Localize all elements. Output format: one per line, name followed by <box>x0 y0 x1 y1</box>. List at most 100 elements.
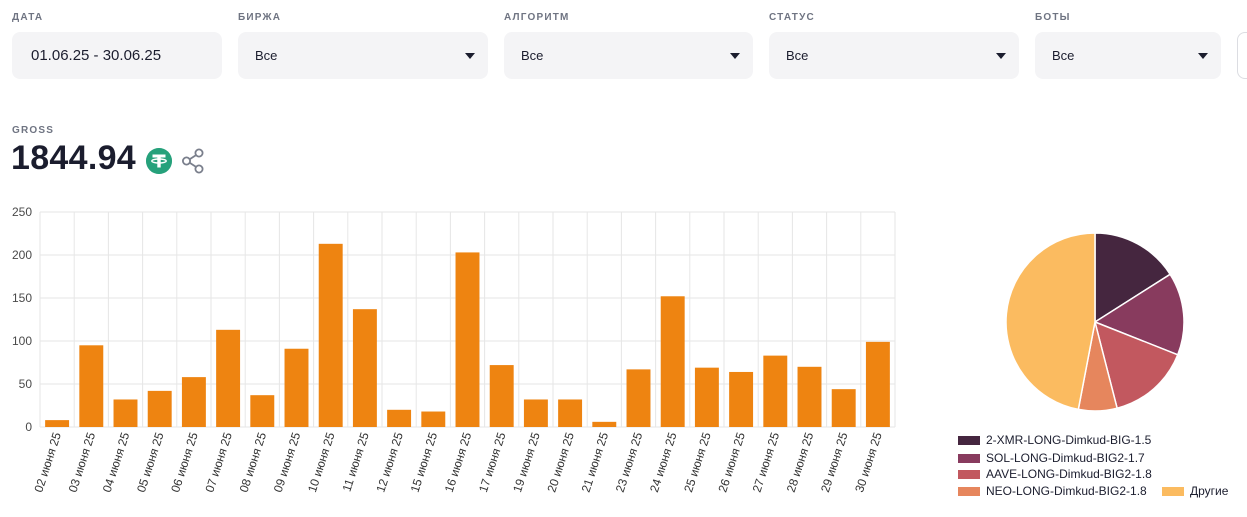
date-range-input[interactable]: 01.06.25 - 30.06.25 <box>12 32 222 79</box>
y-tick-label: 150 <box>12 291 32 305</box>
legend-label: 2-XMR-LONG-Dimkud-BIG-1.5 <box>986 433 1152 447</box>
bar[interactable] <box>694 367 719 427</box>
caret-down-icon <box>996 53 1006 59</box>
filter-bots-label: БОТЫ <box>1035 12 1071 23</box>
status-select-value: Все <box>786 48 809 63</box>
x-tick-label: 28 июня 25 <box>784 430 817 494</box>
x-tick-label: 04 июня 25 <box>100 430 133 494</box>
x-tick-label: 10 июня 25 <box>305 430 338 494</box>
pie-slice[interactable] <box>1094 232 1172 324</box>
gross-label: GROSS <box>12 125 55 136</box>
bar[interactable] <box>455 252 480 427</box>
extra-filter-box[interactable] <box>1237 32 1247 79</box>
legend-item[interactable]: Другие <box>1162 484 1228 498</box>
y-tick-label: 250 <box>12 205 32 219</box>
bar[interactable] <box>216 329 241 427</box>
legend-item[interactable]: SOL-LONG-Dimkud-BIG2-1.7 <box>958 451 1145 465</box>
bar[interactable] <box>865 341 890 427</box>
filter-exchange-label: БИРЖА <box>238 12 282 23</box>
algorithm-select[interactable]: Все <box>504 32 753 79</box>
exchange-select[interactable]: Все <box>238 32 488 79</box>
bot-share-pie-chart <box>1005 232 1185 412</box>
bar[interactable] <box>831 389 856 427</box>
x-tick-label: 08 июня 25 <box>237 430 270 494</box>
legend-swatch <box>958 469 980 479</box>
y-tick-label: 100 <box>12 334 32 348</box>
y-tick-label: 200 <box>12 248 32 262</box>
pie-slice[interactable] <box>1093 273 1185 356</box>
bar[interactable] <box>763 355 788 427</box>
x-tick-label: 25 июня 25 <box>681 430 714 494</box>
x-tick-label: 24 июня 25 <box>647 430 680 494</box>
x-tick-label: 23 июня 25 <box>613 430 646 494</box>
pie-slice[interactable] <box>1005 232 1096 411</box>
bar[interactable] <box>318 243 343 427</box>
bar[interactable] <box>45 420 70 427</box>
bar[interactable] <box>797 366 822 427</box>
legend-label: SOL-LONG-Dimkud-BIG2-1.7 <box>986 451 1145 465</box>
filter-status-label: СТАТУС <box>769 12 815 23</box>
legend-label: Другие <box>1190 484 1229 498</box>
bar[interactable] <box>421 411 446 427</box>
x-tick-label: 17 июня 25 <box>476 430 509 494</box>
pie-slice[interactable] <box>1093 320 1179 410</box>
caret-down-icon <box>1198 53 1208 59</box>
bar[interactable] <box>387 409 412 427</box>
bar[interactable] <box>147 390 172 427</box>
x-tick-label: 09 июня 25 <box>271 430 304 494</box>
legend-swatch <box>958 435 980 445</box>
x-tick-label: 03 июня 25 <box>66 430 99 494</box>
legend-item[interactable]: AAVE-LONG-Dimkud-BIG2-1.8 <box>958 467 1152 481</box>
exchange-select-value: Все <box>255 48 278 63</box>
gross-value: 1844.94 <box>11 139 137 177</box>
bar[interactable] <box>626 369 651 427</box>
x-tick-label: 21 июня 25 <box>579 430 612 494</box>
y-tick-label: 50 <box>19 377 33 391</box>
legend-label: AAVE-LONG-Dimkud-BIG2-1.8 <box>986 467 1152 481</box>
legend-item[interactable]: NEO-LONG-Dimkud-BIG2-1.8 <box>958 484 1147 498</box>
x-tick-label: 26 июня 25 <box>715 430 748 494</box>
x-tick-label: 15 июня 25 <box>408 430 441 494</box>
x-tick-label: 12 июня 25 <box>373 430 406 494</box>
daily-gross-bar-chart: 0 50 100 150 200 250 02 июня 25 03 июня 25 04 ию… <box>12 205 896 494</box>
bar[interactable] <box>592 421 617 427</box>
x-tick-label: 11 июня 25 <box>339 430 371 493</box>
bar[interactable] <box>523 399 548 427</box>
bar[interactable] <box>250 395 275 427</box>
bar[interactable] <box>284 348 309 427</box>
bar[interactable] <box>79 345 104 427</box>
algorithm-select-value: Все <box>521 48 544 63</box>
bots-select[interactable]: Все <box>1035 32 1221 79</box>
legend-label: NEO-LONG-Dimkud-BIG2-1.8 <box>986 484 1147 498</box>
legend-item[interactable]: 2-XMR-LONG-Dimkud-BIG-1.5 <box>958 433 1151 447</box>
x-tick-label: 30 июня 25 <box>852 430 885 494</box>
share-icon[interactable] <box>180 147 206 175</box>
filter-date-label: ДАТА <box>12 12 44 23</box>
caret-down-icon <box>730 53 740 59</box>
tether-icon <box>146 148 172 174</box>
x-tick-label: 19 июня 25 <box>510 430 543 494</box>
bar[interactable] <box>558 399 583 427</box>
x-tick-label: 20 июня 25 <box>544 430 577 494</box>
bar[interactable] <box>660 296 685 427</box>
x-tick-label: 06 июня 25 <box>168 430 201 494</box>
bar[interactable] <box>181 377 206 427</box>
x-tick-label: 27 июня 25 <box>750 430 783 494</box>
bots-select-value: Все <box>1052 48 1075 63</box>
x-tick-label: 29 июня 25 <box>818 430 851 494</box>
x-tick-label: 02 июня 25 <box>31 430 64 494</box>
bar[interactable] <box>113 399 138 427</box>
legend-swatch <box>958 453 980 463</box>
y-tick-label: 0 <box>25 420 32 434</box>
status-select[interactable]: Все <box>769 32 1019 79</box>
filter-algorithm-label: АЛГОРИТМ <box>504 12 570 23</box>
caret-down-icon <box>465 53 475 59</box>
x-tick-label: 16 июня 25 <box>442 430 475 494</box>
x-tick-label: 05 июня 25 <box>134 430 167 494</box>
bar[interactable] <box>489 365 514 427</box>
x-tick-label: 07 июня 25 <box>202 430 235 494</box>
bar[interactable] <box>729 371 754 427</box>
bar[interactable] <box>352 309 377 427</box>
legend-swatch <box>958 486 980 496</box>
legend-swatch <box>1162 486 1184 496</box>
